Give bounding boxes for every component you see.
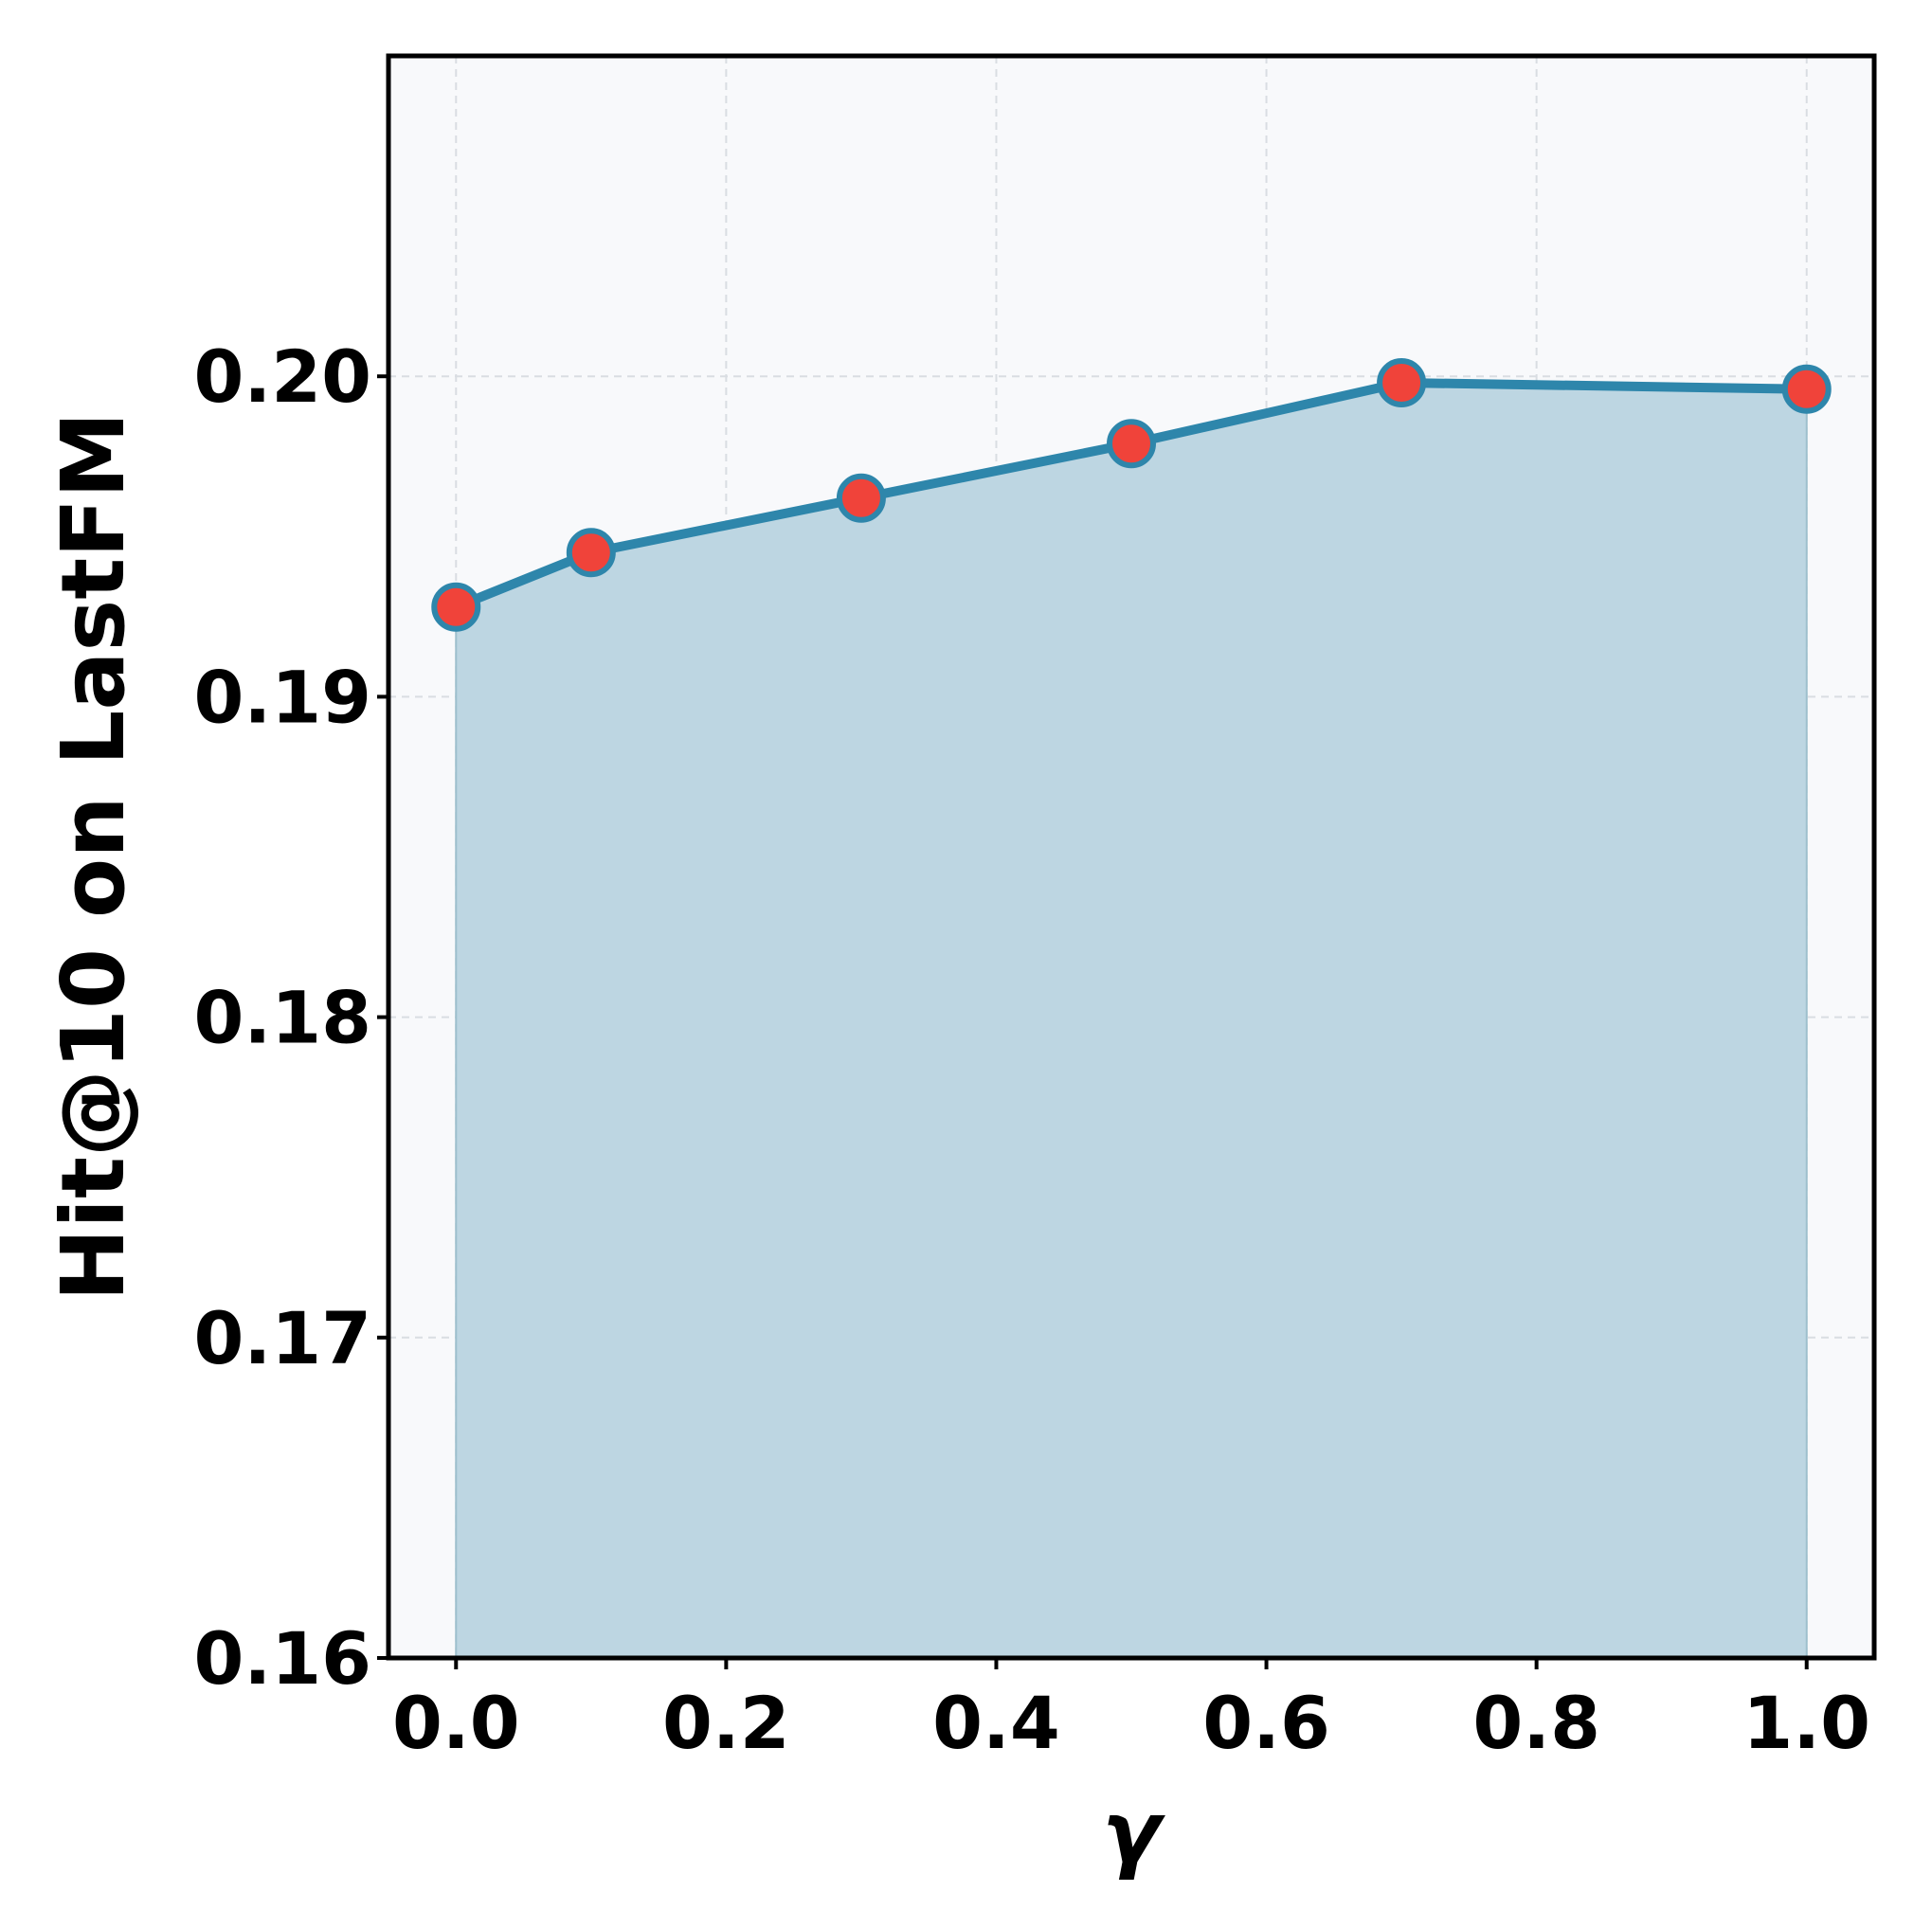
y-axis-label: Hit@10 on LastFM bbox=[43, 411, 144, 1301]
y-tick-label: 0.16 bbox=[193, 1616, 371, 1701]
x-tick-label: 0.0 bbox=[392, 1681, 520, 1765]
x-tick-label: 0.6 bbox=[1202, 1681, 1330, 1765]
x-tick-label: 0.4 bbox=[932, 1681, 1060, 1765]
point bbox=[1107, 419, 1156, 469]
point bbox=[566, 528, 616, 578]
axes-frame bbox=[386, 53, 1877, 1661]
area bbox=[455, 381, 1808, 1659]
point bbox=[836, 473, 886, 523]
y-tick-label: 0.18 bbox=[193, 976, 371, 1060]
point bbox=[1781, 364, 1832, 414]
y-tick-label: 0.20 bbox=[193, 334, 371, 419]
x-tick-label: 0.8 bbox=[1472, 1681, 1600, 1765]
y-tick-label: 0.19 bbox=[193, 655, 371, 739]
point bbox=[1377, 357, 1427, 407]
x-axis-label: γ bbox=[1102, 1783, 1165, 1883]
x-tick-label: 0.2 bbox=[662, 1681, 790, 1765]
marks bbox=[431, 357, 1832, 1659]
ticks: 0.0 0.2 0.4 0.6 0.8 1.0 0.16 0.17 0.18 0.19 0.20 bbox=[193, 334, 1870, 1765]
point bbox=[431, 582, 481, 632]
x-tick-label: 1.0 bbox=[1742, 1681, 1870, 1765]
y-tick-label: 0.17 bbox=[193, 1296, 371, 1380]
